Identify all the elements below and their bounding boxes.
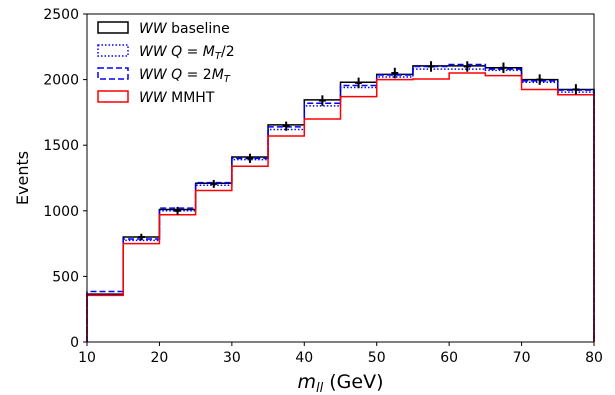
legend-swatch bbox=[97, 44, 129, 57]
plot-frame bbox=[86, 13, 595, 343]
series-step-2 bbox=[86, 63, 595, 342]
legend-label: WW MMHT bbox=[139, 90, 215, 106]
series-layer bbox=[86, 63, 595, 342]
y-tick-label: 2500 bbox=[43, 7, 79, 23]
x-axis: 10 20 30 40 50 60 70 80 bbox=[78, 342, 603, 366]
legend-item: WW baseline bbox=[97, 21, 230, 37]
y-tick-label: 0 bbox=[70, 335, 79, 351]
y-tick-label: 2000 bbox=[43, 73, 79, 89]
legend-label: WW baseline bbox=[139, 21, 230, 37]
x-tick-label: 10 bbox=[78, 350, 96, 366]
legend-label: WW Q = MT/2 bbox=[139, 44, 235, 62]
x-tick-label: 30 bbox=[223, 350, 241, 366]
data-point bbox=[463, 61, 471, 72]
data-point bbox=[427, 61, 435, 72]
data-points-layer bbox=[137, 61, 580, 241]
x-tick-label: 50 bbox=[368, 350, 386, 366]
x-tick-label: 40 bbox=[295, 350, 313, 366]
legend-swatch bbox=[97, 67, 129, 80]
data-point bbox=[282, 121, 290, 131]
x-tick-label: 20 bbox=[151, 350, 169, 366]
data-point bbox=[499, 62, 507, 74]
data-point bbox=[210, 179, 218, 188]
y-tick-label: 1000 bbox=[43, 204, 79, 220]
legend-item: WW Q = MT/2 bbox=[97, 44, 235, 62]
data-point bbox=[174, 206, 182, 215]
legend-item: WW MMHT bbox=[97, 90, 215, 106]
x-tick-label: 80 bbox=[585, 350, 603, 366]
legend-swatch bbox=[97, 90, 129, 103]
x-axis-label-var: m bbox=[297, 371, 316, 393]
y-axis-label: Events bbox=[13, 151, 32, 205]
legend-item: WW Q = 2MT bbox=[97, 67, 231, 85]
y-tick-label: 1500 bbox=[43, 138, 79, 154]
y-axis: 0 500 1000 1500 2000 2500 bbox=[43, 7, 87, 351]
x-axis-label-sub: ll bbox=[316, 381, 324, 395]
y-tick-label: 500 bbox=[52, 269, 79, 285]
data-point bbox=[391, 67, 399, 79]
series-step-3 bbox=[86, 72, 595, 342]
data-point bbox=[536, 74, 544, 85]
data-point bbox=[572, 84, 580, 95]
data-point bbox=[318, 95, 326, 106]
data-point bbox=[246, 153, 254, 163]
data-point bbox=[137, 233, 145, 241]
x-tick-label: 60 bbox=[440, 350, 458, 366]
x-tick-label: 70 bbox=[513, 350, 531, 366]
legend: WW baseline WW Q = MT/2 WW Q = 2MT WW MMHT bbox=[97, 21, 235, 106]
data-point bbox=[355, 77, 363, 89]
x-axis-label: mll (GeV) bbox=[297, 371, 383, 395]
legend-swatch bbox=[97, 21, 129, 34]
legend-label: WW Q = 2MT bbox=[139, 67, 231, 85]
x-axis-label-unit: (GeV) bbox=[323, 371, 383, 393]
